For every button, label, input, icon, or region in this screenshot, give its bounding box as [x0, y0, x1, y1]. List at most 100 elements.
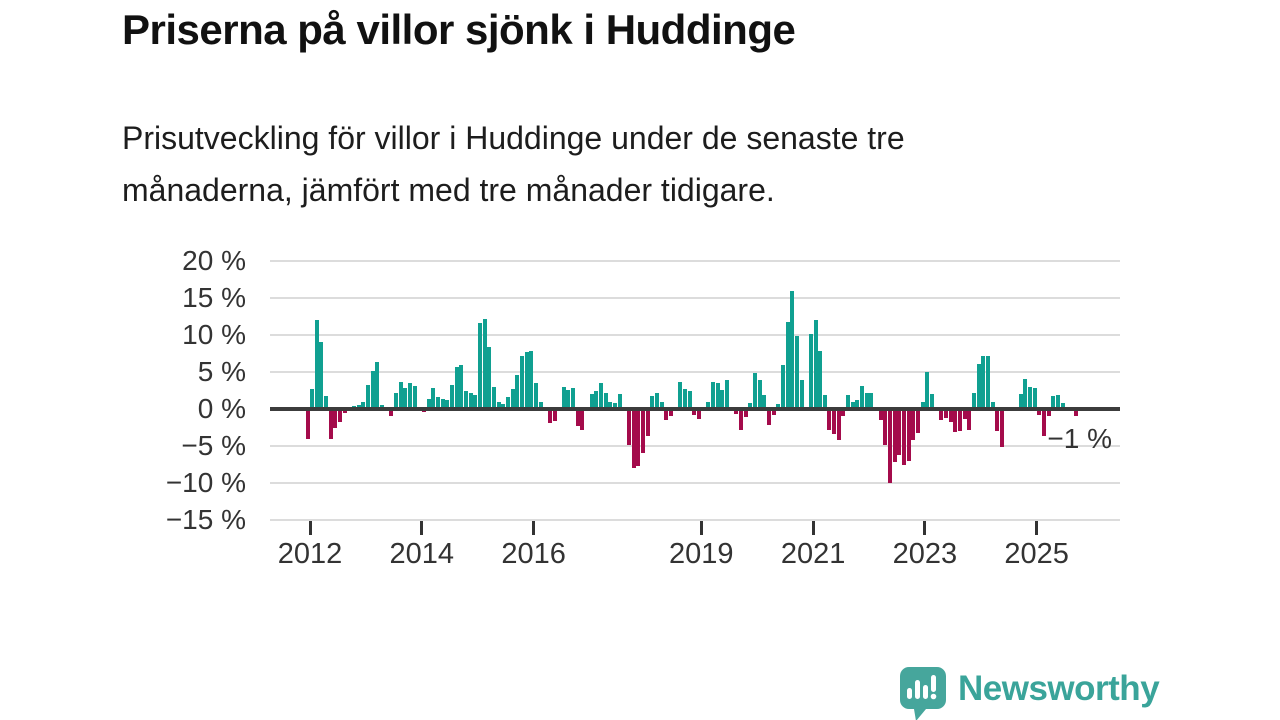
- bar-2012-08: [338, 409, 343, 423]
- bar-2025-04: [1046, 409, 1051, 416]
- bar-2015-05: [491, 386, 496, 409]
- bar-2016-05: [547, 409, 552, 424]
- bar-2022-09: [902, 409, 907, 465]
- page-title: Priserna på villor sjönk i Huddinge: [122, 6, 796, 53]
- bar-2013-03: [370, 371, 375, 409]
- x-tick-2014: [420, 521, 424, 535]
- bar-2021-09: [846, 394, 851, 409]
- bar-2016-12: [580, 409, 585, 430]
- bar-2016-09: [566, 389, 571, 409]
- y-tick-label-20: 20 %: [182, 245, 246, 276]
- gridline-15: [270, 297, 1120, 299]
- x-tick-label-2014: 2014: [389, 538, 455, 570]
- chart-subtitle: Prisutveckling för villor i Huddinge und…: [122, 112, 1182, 216]
- bar-2022-01: [864, 392, 869, 409]
- bar-2017-05: [603, 392, 608, 409]
- bar-2024-04: [990, 401, 995, 409]
- bar-2022-02: [869, 392, 874, 409]
- bar-2019-11: [743, 409, 748, 418]
- bar-2016-01: [529, 351, 534, 409]
- bar-2019-04: [710, 381, 715, 409]
- bar-2014-08: [449, 384, 454, 409]
- y-tick-label-15: 15 %: [182, 282, 246, 313]
- bar-2017-08: [617, 394, 622, 409]
- bar-2022-08: [897, 409, 902, 455]
- bar-2020-06: [776, 403, 781, 409]
- bar-2014-07: [445, 400, 450, 409]
- bar-2019-05: [715, 383, 720, 409]
- bar-2018-11: [687, 390, 692, 409]
- bar-2016-02: [533, 383, 538, 409]
- bar-2013-04: [375, 361, 380, 409]
- bar-2013-09: [398, 382, 403, 409]
- bar-2020-03: [762, 394, 767, 409]
- bar-2014-05: [435, 397, 440, 409]
- bar-2025-07: [1060, 403, 1065, 409]
- y-tick-label-5: 5 %: [197, 356, 246, 387]
- newsworthy-logo: Newsworthy: [894, 664, 1160, 720]
- bar-2022-06: [888, 409, 893, 483]
- bar-2024-06: [999, 409, 1004, 448]
- bar-2019-03: [706, 402, 711, 409]
- bar-2014-10: [459, 365, 464, 409]
- bar-2021-03: [818, 350, 823, 409]
- bar-2017-07: [613, 403, 618, 409]
- bar-2015-03: [482, 318, 487, 409]
- bar-2019-06: [720, 389, 725, 409]
- gridline--15: [270, 519, 1120, 521]
- bar-2020-05: [771, 409, 776, 415]
- bar-2022-12: [916, 409, 921, 434]
- bar-2014-11: [463, 391, 468, 409]
- bar-2021-11: [855, 400, 860, 409]
- bar-2015-04: [487, 346, 492, 409]
- bar-2023-07: [948, 409, 953, 423]
- plot-area: 2012 2014 2016 2019 2021 2023 2025: [270, 250, 1120, 570]
- bar-2017-04: [599, 383, 604, 409]
- bar-2015-09: [510, 389, 515, 409]
- bar-2018-04: [655, 393, 660, 409]
- bar-2012-01: [305, 409, 310, 439]
- bar-2023-12: [971, 393, 976, 409]
- bar-2018-05: [659, 402, 664, 409]
- bar-2017-10: [627, 409, 632, 446]
- x-tick-2016: [532, 521, 536, 535]
- bar-2022-05: [883, 409, 888, 446]
- subtitle-line-2: månaderna, jämfört med tre månader tidig…: [122, 172, 775, 208]
- bar-2016-06: [552, 409, 557, 421]
- bar-2013-12: [412, 386, 417, 409]
- bar-2024-05: [995, 409, 1000, 432]
- bar-2025-05: [1051, 395, 1056, 409]
- bar-2017-02: [589, 394, 594, 409]
- bar-2016-08: [561, 386, 566, 409]
- bar-2018-03: [650, 395, 655, 409]
- bar-2012-04: [319, 342, 324, 409]
- bar-2018-09: [678, 381, 683, 409]
- bar-2024-02: [981, 356, 986, 409]
- bar-2018-01: [641, 409, 646, 454]
- bar-2021-12: [860, 386, 865, 409]
- bar-2019-12: [748, 403, 753, 409]
- bar-2015-12: [524, 352, 529, 409]
- bar-2023-10: [962, 409, 967, 419]
- bar-2018-10: [683, 389, 687, 409]
- gridline-10: [270, 334, 1120, 336]
- bar-2025-03: [1041, 409, 1046, 437]
- bar-2021-01: [808, 334, 813, 409]
- bar-2018-06: [664, 409, 669, 421]
- bar-2014-09: [454, 366, 459, 409]
- newsworthy-bubble-chart-icon: [894, 664, 948, 720]
- bar-2014-12: [468, 392, 473, 409]
- bar-2012-02: [310, 389, 315, 409]
- bar-2012-05: [324, 395, 329, 409]
- bar-2015-08: [505, 397, 510, 409]
- bar-2017-12: [636, 409, 641, 466]
- bar-2016-10: [571, 388, 576, 409]
- bar-2023-08: [953, 409, 958, 432]
- x-tick-label-2012: 2012: [277, 538, 343, 570]
- y-tick-label--10: −10 %: [165, 467, 246, 498]
- bar-2024-10: [1018, 394, 1023, 409]
- bar-2019-01: [696, 409, 701, 420]
- bar-2015-07: [501, 403, 506, 409]
- x-tick-label-2016: 2016: [501, 538, 566, 570]
- bar-2018-07: [669, 409, 674, 417]
